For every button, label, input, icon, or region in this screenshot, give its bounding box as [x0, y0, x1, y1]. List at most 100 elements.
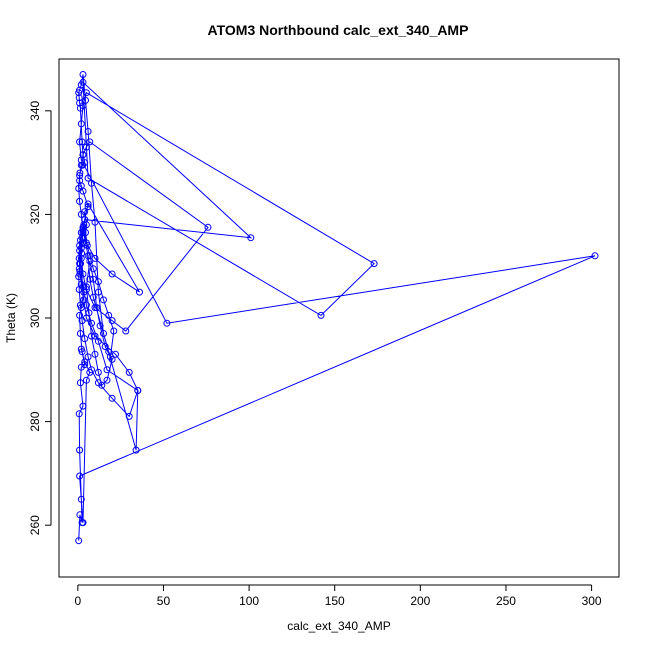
data-point — [77, 120, 85, 128]
data-point — [75, 537, 83, 545]
data-point — [79, 102, 87, 110]
x-tick-label: 0 — [74, 594, 81, 608]
data-point — [76, 379, 84, 387]
data-point — [88, 332, 95, 340]
data-point — [82, 89, 90, 97]
data-point — [76, 446, 84, 454]
data-point — [79, 71, 87, 78]
data-point — [591, 252, 599, 260]
x-tick-label: 150 — [325, 594, 345, 608]
data-point — [105, 311, 113, 319]
data-point — [163, 319, 171, 327]
data-point — [84, 203, 92, 211]
data-point — [91, 304, 99, 312]
data-point — [77, 254, 85, 262]
y-tick-label: 320 — [28, 204, 42, 224]
y-tick-label: 340 — [28, 100, 42, 120]
data-point — [84, 353, 92, 361]
x-axis: 0 50 100 150 200 250 300 — [74, 584, 602, 608]
data-point — [96, 322, 104, 330]
data-point — [76, 301, 84, 309]
y-tick-label: 300 — [28, 308, 42, 328]
data-point — [317, 311, 325, 319]
data-point — [125, 368, 133, 376]
data-point — [91, 332, 99, 340]
data-point — [81, 358, 89, 366]
x-tick-label: 300 — [582, 594, 602, 608]
data-point — [79, 519, 87, 527]
y-axis: 260 280 300 320 340 — [28, 100, 52, 535]
data-point — [76, 236, 84, 244]
data-point — [108, 394, 116, 402]
series-line — [78, 74, 596, 541]
data-point — [132, 446, 140, 454]
data-point — [77, 161, 85, 169]
data-point — [76, 197, 84, 205]
data-point — [88, 179, 95, 187]
data-point — [136, 288, 143, 296]
data-point — [94, 379, 102, 387]
data-point — [110, 327, 118, 335]
x-tick-label: 200 — [410, 594, 430, 608]
x-tick-label: 250 — [496, 594, 516, 608]
data-point — [86, 368, 94, 376]
data-point — [103, 376, 111, 384]
data-point — [76, 472, 84, 480]
data-point — [76, 172, 84, 180]
series-layer — [75, 71, 599, 545]
data-point — [77, 210, 85, 218]
x-axis-label: calc_ext_340_AMP — [287, 619, 390, 633]
data-point — [76, 511, 84, 519]
data-point — [76, 169, 84, 177]
data-point — [82, 286, 90, 293]
data-point — [247, 234, 255, 242]
data-point — [84, 200, 92, 208]
data-point — [79, 270, 87, 278]
data-point — [75, 410, 83, 418]
data-point — [84, 174, 92, 182]
data-point — [86, 275, 94, 283]
data-point — [76, 330, 84, 337]
data-point — [75, 254, 83, 262]
data-point — [101, 343, 109, 350]
data-point — [122, 327, 130, 335]
y-tick-label: 260 — [28, 515, 42, 535]
data-point — [81, 216, 89, 224]
data-point — [80, 296, 88, 304]
data-point — [204, 223, 212, 231]
data-point — [82, 143, 90, 151]
data-point — [75, 94, 83, 102]
data-point — [82, 376, 90, 384]
data-point — [81, 361, 89, 369]
data-point — [100, 296, 107, 304]
data-point — [78, 317, 86, 325]
data-point — [100, 330, 107, 337]
y-tick-label: 280 — [28, 411, 42, 431]
data-point — [125, 412, 133, 420]
data-point — [103, 366, 111, 374]
data-point — [89, 293, 97, 301]
data-point — [79, 78, 87, 86]
data-point — [108, 317, 116, 325]
data-point — [84, 252, 92, 260]
data-point — [94, 278, 102, 286]
data-point — [134, 387, 142, 394]
data-point — [76, 138, 84, 146]
data-point — [75, 185, 83, 192]
plot-area-border — [58, 58, 620, 578]
data-point — [91, 254, 99, 262]
data-point — [91, 350, 99, 358]
data-point — [77, 229, 85, 236]
data-point — [94, 288, 102, 296]
data-point — [77, 345, 85, 353]
data-point — [84, 128, 92, 135]
data-point — [108, 270, 116, 278]
data-point — [370, 260, 378, 268]
data-point — [82, 239, 90, 247]
data-point — [77, 156, 85, 164]
data-point — [75, 286, 83, 293]
data-point — [112, 350, 119, 358]
data-point — [94, 368, 102, 376]
